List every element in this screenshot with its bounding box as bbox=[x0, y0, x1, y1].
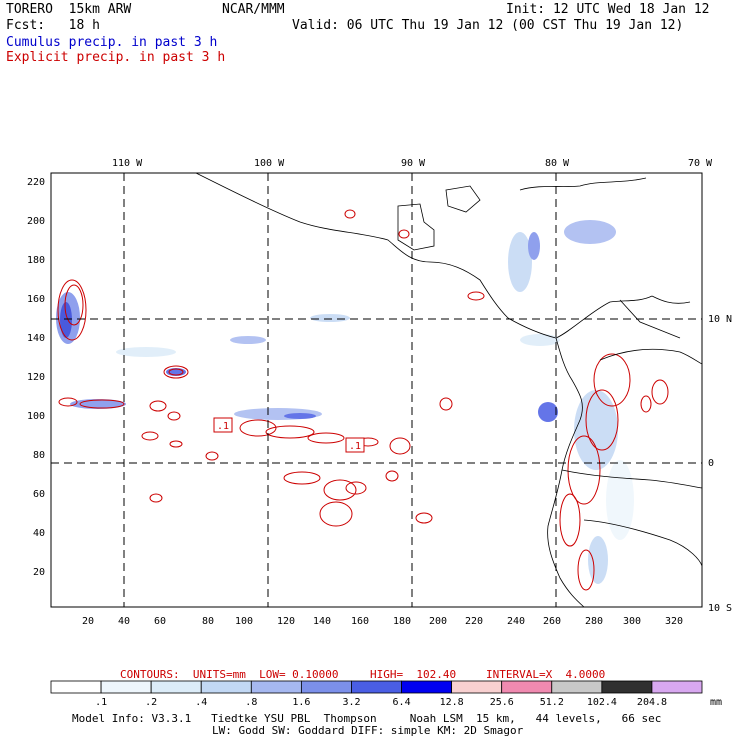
cumulus-precip-areas bbox=[56, 220, 634, 584]
model-title: TORERO 15km ARW bbox=[6, 2, 132, 17]
colorbar-label: .8 bbox=[245, 697, 258, 708]
org-label: NCAR/MMM bbox=[222, 2, 285, 17]
lat-label: 10 N bbox=[708, 314, 732, 325]
x-tick: 160 bbox=[351, 616, 369, 627]
colorbar-swatch bbox=[451, 680, 503, 694]
colorbar-swatch bbox=[351, 680, 402, 694]
forecast-hour: Fcst: 18 h bbox=[6, 18, 100, 33]
y-tick: 100 bbox=[27, 411, 45, 422]
physics-info: LW: Godd SW: Goddard DIFF: simple KM: 2D… bbox=[212, 724, 524, 737]
colorbar-swatch bbox=[651, 680, 703, 694]
x-tick: 300 bbox=[623, 616, 641, 627]
colorbar-label: .4 bbox=[195, 697, 208, 708]
lat-label: 10 S bbox=[708, 603, 732, 614]
contour-label-b: .1 bbox=[349, 441, 361, 452]
x-tick: 20 bbox=[82, 616, 94, 627]
colorbar-label: .2 bbox=[145, 697, 158, 708]
contours-high: HIGH= 102.40 bbox=[370, 668, 457, 681]
colorbar-label: 12.8 bbox=[439, 697, 464, 708]
colorbar-swatch bbox=[200, 680, 252, 694]
colorbar bbox=[50, 680, 703, 694]
colorbar-swatch bbox=[300, 680, 352, 694]
colorbar-label: 6.4 bbox=[392, 697, 411, 708]
contours-interval: INTERVAL=X 4.0000 bbox=[486, 668, 606, 681]
colorbar-label: 102.4 bbox=[586, 697, 617, 708]
y-tick: 20 bbox=[33, 567, 45, 578]
y-tick-labels: 20 40 60 80 100 120 140 160 180 200 220 bbox=[27, 177, 45, 578]
colorbar-swatch bbox=[501, 680, 553, 694]
contour-label-box-b bbox=[345, 437, 365, 453]
lon-label: 80 W bbox=[545, 158, 570, 169]
coastlines bbox=[195, 172, 703, 608]
colorbar-swatch bbox=[50, 680, 102, 694]
y-tick: 200 bbox=[27, 216, 45, 227]
y-tick: 140 bbox=[27, 333, 45, 344]
x-tick: 240 bbox=[507, 616, 525, 627]
contour-label-a: .1 bbox=[217, 421, 229, 432]
colorbar-label: 25.6 bbox=[489, 697, 514, 708]
lat-lon-grid bbox=[51, 173, 702, 607]
y-tick: 40 bbox=[33, 528, 45, 539]
contour-label-box-a bbox=[213, 417, 233, 433]
y-tick: 60 bbox=[33, 489, 45, 500]
x-tick: 60 bbox=[154, 616, 166, 627]
colorbar-swatch bbox=[401, 680, 453, 694]
colorbar-swatch bbox=[551, 680, 603, 694]
colorbar-label: 204.8 bbox=[636, 697, 668, 708]
x-tick: 120 bbox=[277, 616, 295, 627]
lon-label: 100 W bbox=[254, 158, 285, 169]
x-tick: 40 bbox=[118, 616, 130, 627]
colorbar-swatch bbox=[601, 680, 653, 694]
y-tick: 160 bbox=[27, 294, 45, 305]
x-tick: 260 bbox=[543, 616, 561, 627]
lon-label: 70 W bbox=[688, 158, 713, 169]
colorbar-label: 1.6 bbox=[292, 697, 311, 708]
x-tick-labels: 20 40 60 80 100 120 140 160 180 200 220 … bbox=[82, 616, 683, 627]
longitude-labels: 110 W 100 W 90 W 80 W 70 W bbox=[112, 158, 713, 169]
cumulus-legend: Cumulus precip. in past 3 h bbox=[6, 35, 218, 50]
colorbar-swatch bbox=[150, 680, 202, 694]
explicit-precip-contours bbox=[57, 209, 669, 591]
colorbar-label: 3.2 bbox=[342, 697, 361, 708]
map-frame bbox=[50, 172, 703, 608]
lon-label: 110 W bbox=[112, 158, 143, 169]
colorbar-label: .1 bbox=[95, 697, 108, 708]
y-tick: 120 bbox=[27, 372, 45, 383]
y-tick: 220 bbox=[27, 177, 45, 188]
latitude-labels: 10 N 0 10 S bbox=[708, 314, 732, 614]
x-tick: 200 bbox=[429, 616, 447, 627]
x-tick: 220 bbox=[465, 616, 483, 627]
colorbar-swatch bbox=[100, 680, 152, 694]
x-tick: 100 bbox=[235, 616, 253, 627]
init-time: Init: 12 UTC Wed 18 Jan 12 bbox=[506, 2, 710, 17]
x-tick: 320 bbox=[665, 616, 683, 627]
explicit-legend: Explicit precip. in past 3 h bbox=[6, 50, 226, 65]
colorbar-label: 51.2 bbox=[539, 697, 564, 708]
model-info: Model Info: V3.3.1 Tiedtke YSU PBL Thomp… bbox=[72, 712, 662, 725]
y-tick: 80 bbox=[33, 450, 45, 461]
lon-label: 90 W bbox=[401, 158, 426, 169]
x-tick: 280 bbox=[585, 616, 603, 627]
colorbar-unit: mm bbox=[710, 697, 723, 708]
lat-label: 0 bbox=[708, 458, 714, 469]
valid-time: Valid: 06 UTC Thu 19 Jan 12 (00 CST Thu … bbox=[292, 18, 684, 33]
x-tick: 180 bbox=[393, 616, 411, 627]
x-tick: 140 bbox=[313, 616, 331, 627]
y-tick: 180 bbox=[27, 255, 45, 266]
contours-info: CONTOURS: UNITS=mm LOW= 0.10000 bbox=[120, 668, 339, 681]
x-tick: 80 bbox=[202, 616, 214, 627]
colorbar-swatch bbox=[250, 680, 302, 694]
